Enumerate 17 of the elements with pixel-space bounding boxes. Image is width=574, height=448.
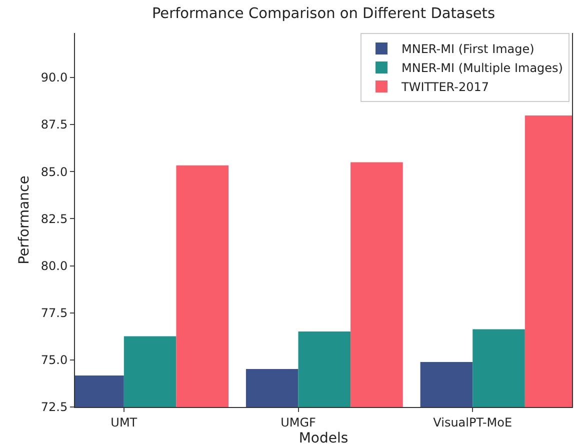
y-tick-label: 82.5	[40, 212, 68, 226]
y-tick-label: 77.5	[40, 306, 68, 320]
x-tick-label: UMT	[110, 415, 138, 430]
legend-label: MNER-MI (Multiple Images)	[402, 61, 563, 76]
legend-label: TWITTER-2017	[400, 80, 490, 94]
legend-label: MNER-MI (First Image)	[402, 42, 534, 56]
chart-title: Performance Comparison on Different Datasets	[152, 6, 496, 22]
x-axis-title: Models	[298, 430, 348, 447]
y-tick-label: 85.0	[40, 164, 68, 179]
y-tick-label: 90.0	[40, 70, 68, 85]
y-tick-label: 87.5	[40, 118, 68, 132]
y-tick-label: 72.5	[40, 400, 68, 414]
y-axis-title: Performance	[16, 176, 32, 264]
y-tick-label: 75.0	[40, 353, 68, 368]
y-tick-label: 80.0	[40, 258, 68, 273]
x-tick-label: VisualPT-MoE	[433, 415, 512, 430]
x-tick-label: UMGF	[280, 415, 316, 430]
